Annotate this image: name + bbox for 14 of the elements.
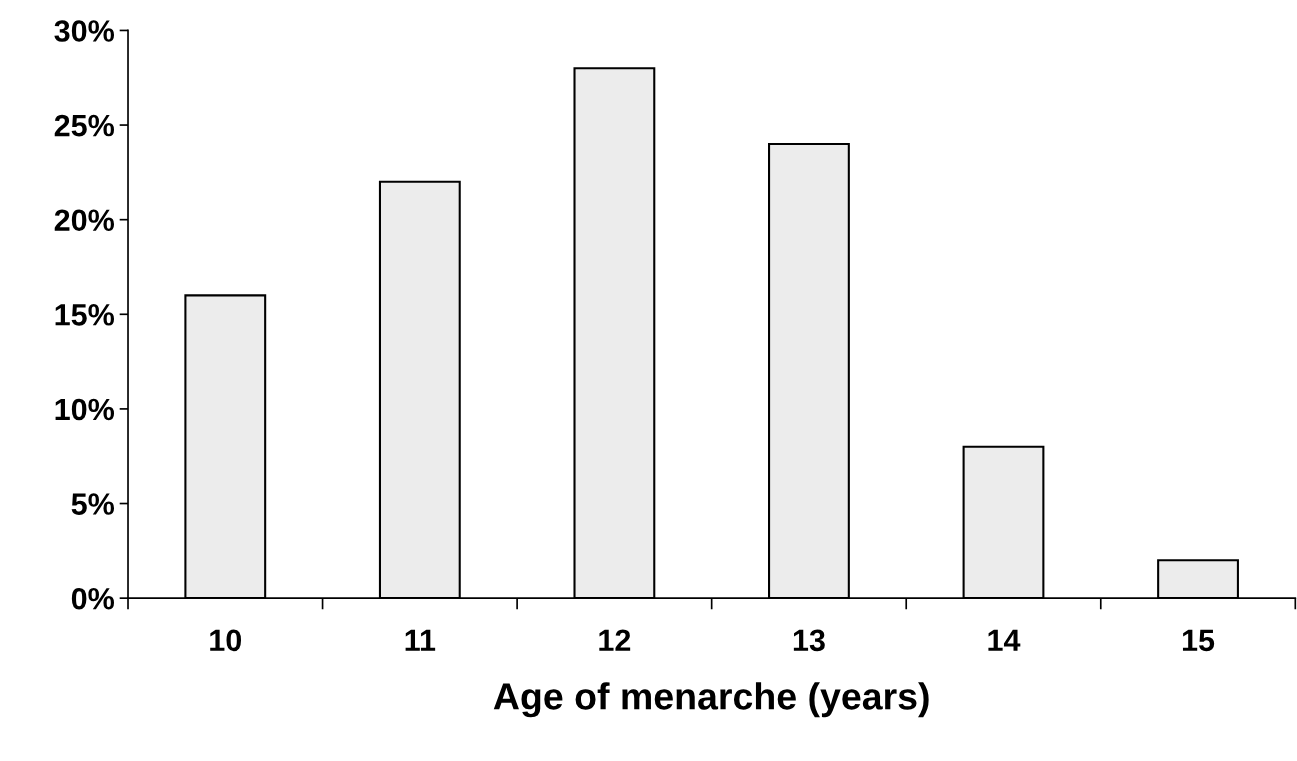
y-tick-label: 10%	[55, 398, 115, 421]
x-tick-label: 14	[988, 629, 1021, 651]
x-tick-label: 15	[1182, 629, 1215, 652]
y-tick-label: 25%	[54, 114, 115, 137]
y-tick-label: 20%	[54, 209, 115, 232]
x-tick-label: 10	[210, 629, 242, 652]
x-tick-label: 11	[405, 629, 436, 651]
y-tick-label: 5%	[71, 493, 115, 515]
x-tick-label: 12	[599, 629, 631, 651]
y-tick-label: 0%	[71, 587, 115, 610]
x-tick-label: 13	[793, 629, 825, 652]
x-axis-title: Age of menarche (years)	[493, 682, 929, 718]
y-tick-label: 30%	[54, 20, 115, 42]
y-tick-label: 15%	[55, 304, 115, 326]
